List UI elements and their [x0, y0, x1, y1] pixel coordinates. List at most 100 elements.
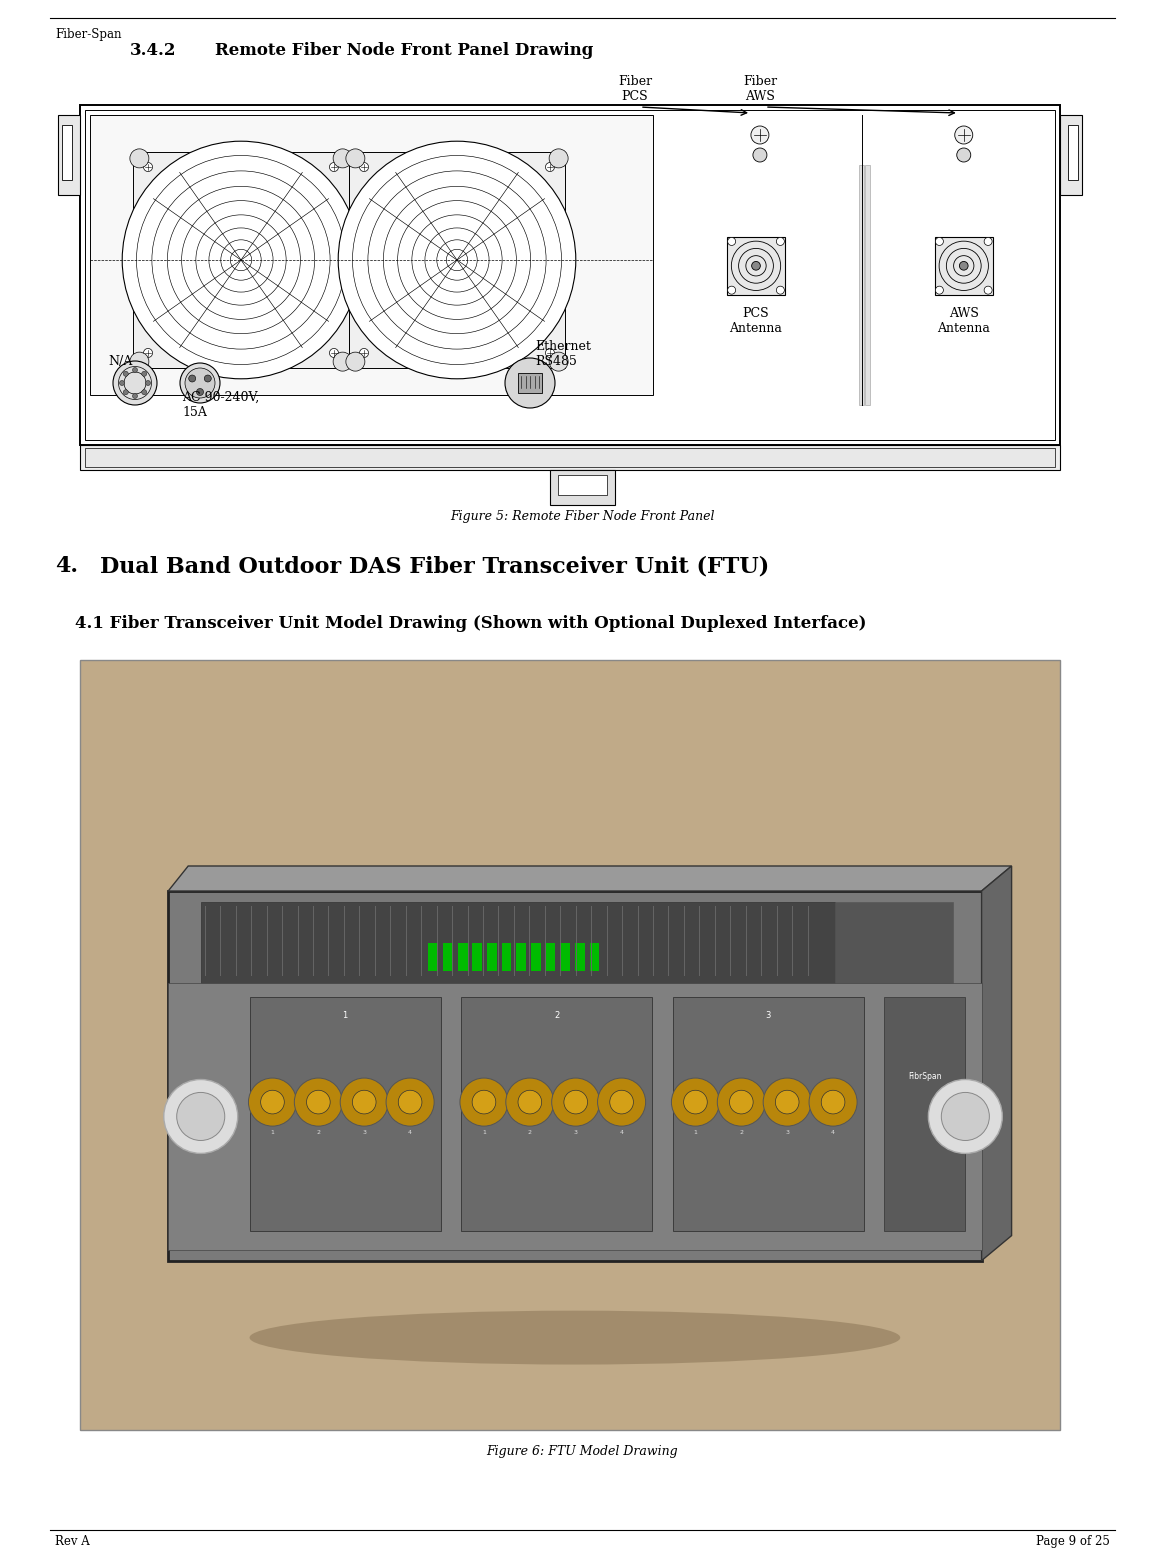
Circle shape	[929, 1080, 1002, 1153]
Polygon shape	[982, 866, 1011, 1260]
Bar	[558, 474, 607, 495]
Circle shape	[181, 363, 220, 402]
Circle shape	[763, 1078, 811, 1126]
Circle shape	[248, 1078, 297, 1126]
Circle shape	[956, 148, 970, 162]
Circle shape	[718, 1078, 765, 1126]
Circle shape	[684, 1090, 707, 1114]
Bar	[249, 997, 440, 1231]
Ellipse shape	[129, 353, 149, 371]
Ellipse shape	[346, 353, 365, 371]
Text: 1: 1	[693, 1129, 698, 1134]
Text: N/A: N/A	[108, 356, 133, 368]
Circle shape	[671, 1078, 720, 1126]
Text: 4.: 4.	[55, 555, 78, 577]
Text: FibrSpan: FibrSpan	[908, 1072, 941, 1081]
Circle shape	[609, 1090, 634, 1114]
Circle shape	[552, 1078, 600, 1126]
Bar	[589, 942, 599, 972]
Bar	[133, 151, 350, 368]
Circle shape	[776, 1090, 799, 1114]
Circle shape	[360, 348, 368, 357]
Circle shape	[398, 1090, 422, 1114]
Circle shape	[113, 360, 157, 406]
Text: 1: 1	[343, 1011, 347, 1020]
Bar	[80, 445, 1060, 470]
Ellipse shape	[333, 148, 352, 168]
Circle shape	[809, 1078, 857, 1126]
Circle shape	[143, 162, 153, 172]
Text: 4: 4	[831, 1129, 835, 1134]
Circle shape	[197, 388, 204, 396]
Circle shape	[506, 1078, 553, 1126]
Circle shape	[984, 285, 993, 295]
Bar	[574, 942, 585, 972]
Text: 3: 3	[362, 1129, 366, 1134]
Text: Fiber
PCS: Fiber PCS	[617, 75, 652, 103]
Text: Fiber-Span: Fiber-Span	[55, 28, 121, 41]
Text: Page 9 of 25: Page 9 of 25	[1036, 1535, 1110, 1548]
Bar	[85, 448, 1055, 466]
Circle shape	[295, 1078, 343, 1126]
Text: AC 90-240V,
15A: AC 90-240V, 15A	[182, 392, 260, 420]
Circle shape	[545, 348, 555, 357]
Text: 4: 4	[408, 1129, 412, 1134]
Circle shape	[545, 162, 555, 172]
Bar	[200, 902, 835, 983]
Bar	[672, 997, 863, 1231]
Circle shape	[941, 1092, 989, 1140]
Ellipse shape	[333, 353, 352, 371]
Bar	[545, 942, 556, 972]
Text: 2: 2	[528, 1129, 532, 1134]
Bar	[502, 942, 511, 972]
Text: 1: 1	[270, 1129, 275, 1134]
Bar	[348, 151, 565, 368]
Ellipse shape	[549, 148, 569, 168]
Circle shape	[340, 1078, 388, 1126]
Text: Dual Band Outdoor DAS Fiber Transceiver Unit (FTU): Dual Band Outdoor DAS Fiber Transceiver …	[100, 555, 769, 577]
Bar	[58, 115, 80, 195]
Circle shape	[518, 1090, 542, 1114]
Circle shape	[728, 237, 735, 245]
Bar	[85, 111, 1055, 440]
Ellipse shape	[129, 148, 149, 168]
Circle shape	[728, 285, 735, 295]
Circle shape	[133, 393, 137, 398]
Bar	[864, 165, 870, 406]
Circle shape	[984, 237, 993, 245]
Bar	[487, 942, 496, 972]
Circle shape	[751, 262, 761, 270]
Circle shape	[935, 285, 944, 295]
Ellipse shape	[346, 148, 365, 168]
Bar	[1068, 125, 1078, 179]
Bar	[80, 105, 1060, 445]
Text: 3: 3	[765, 1011, 771, 1020]
Circle shape	[142, 390, 147, 395]
Bar	[443, 942, 453, 972]
Circle shape	[776, 285, 784, 295]
Circle shape	[330, 348, 339, 357]
Circle shape	[146, 381, 150, 385]
Bar	[429, 942, 438, 972]
Text: PCS
Antenna: PCS Antenna	[729, 307, 783, 335]
Text: Remote Fiber Node Front Panel Drawing: Remote Fiber Node Front Panel Drawing	[216, 42, 593, 59]
Circle shape	[189, 374, 196, 382]
Text: Rev A: Rev A	[55, 1535, 90, 1548]
Text: Figure 6: FTU Model Drawing: Figure 6: FTU Model Drawing	[486, 1445, 678, 1459]
Circle shape	[177, 1092, 225, 1140]
Circle shape	[164, 1080, 238, 1153]
Text: 3.4.2: 3.4.2	[130, 42, 177, 59]
Circle shape	[935, 237, 944, 245]
Text: Fiber
AWS: Fiber AWS	[743, 75, 777, 103]
Text: 2: 2	[555, 1011, 559, 1020]
Circle shape	[338, 142, 576, 379]
Bar	[461, 997, 652, 1231]
Circle shape	[472, 1090, 496, 1114]
Text: 3: 3	[785, 1129, 789, 1134]
Circle shape	[352, 1090, 376, 1114]
Circle shape	[386, 1078, 435, 1126]
Circle shape	[185, 368, 216, 398]
Bar	[516, 942, 527, 972]
Text: 4: 4	[620, 1129, 623, 1134]
Ellipse shape	[549, 353, 569, 371]
